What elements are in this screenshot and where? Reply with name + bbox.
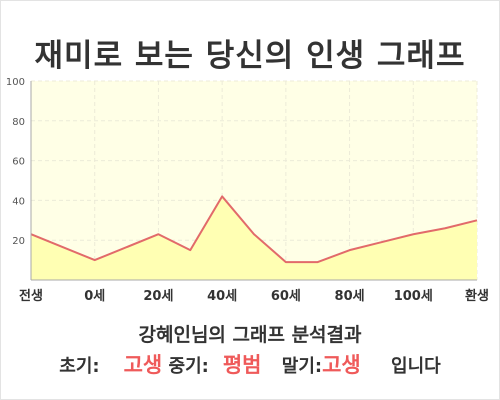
mid-label: 중기: — [168, 356, 209, 377]
y-tick-label: 40 — [12, 196, 25, 207]
late-label: 말기: — [281, 356, 323, 377]
analysis-subtitle: 강혜인님의 그래프 분석결과 — [138, 324, 362, 346]
y-tick-label: 60 — [12, 157, 25, 168]
early-label: 초기: — [59, 356, 100, 377]
x-tick-label: 0세 — [84, 289, 105, 304]
series-line — [30, 195, 478, 264]
x-tick-label: 40세 — [207, 289, 237, 304]
x-tick-label: 80세 — [335, 289, 365, 304]
y-tick-label: 80 — [12, 117, 25, 128]
mid-value: 평범 — [222, 353, 262, 377]
x-tick-label: 60세 — [271, 289, 301, 304]
analysis-summary: 초기: 고생 중기: 평범 말기:고생 입니다 — [0, 349, 500, 379]
early-value: 고생 — [123, 353, 163, 377]
x-tick-label: 전생 — [19, 288, 43, 304]
y-tick-label: 100 — [6, 77, 25, 88]
summary-suffix: 입니다 — [391, 356, 441, 377]
series-area — [31, 196, 477, 280]
x-tick-label: 환생 — [465, 288, 489, 304]
late-value: 고생 — [322, 353, 361, 377]
y-tick-label: 20 — [12, 236, 25, 247]
chart-title: 재미로 보는 당신의 인생 그래프 — [34, 38, 466, 74]
x-tick-label: 100세 — [394, 289, 433, 304]
x-tick-label: 20세 — [143, 289, 173, 304]
